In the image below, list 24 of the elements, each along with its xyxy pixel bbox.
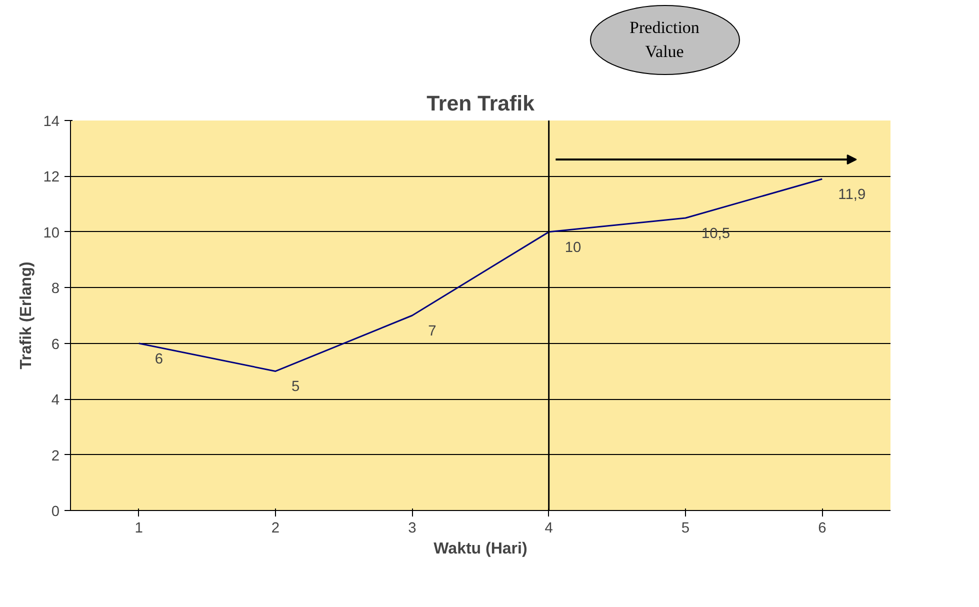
y-tick-label: 0 <box>51 504 60 520</box>
y-tick-label: 8 <box>51 281 60 298</box>
data-label: 6 <box>154 351 163 368</box>
data-label: 7 <box>428 324 436 340</box>
y-tick-label: 14 <box>43 114 60 130</box>
data-label: 11,9 <box>838 187 866 203</box>
x-tick-label: 3 <box>408 520 416 536</box>
data-label: 5 <box>292 379 300 396</box>
y-tick-label: 10 <box>43 225 60 242</box>
x-tick-label: 2 <box>271 520 280 536</box>
y-tick-label: 2 <box>51 448 60 464</box>
text: Prediction Value <box>628 16 700 63</box>
y-tick-label: 4 <box>51 392 60 409</box>
data-label: 10 <box>564 240 582 256</box>
y-axis-title: Trafik (Erlang) <box>18 262 36 370</box>
y-tick-label: 12 <box>43 170 60 186</box>
line-series <box>138 178 823 372</box>
x-axis-title: Waktu (Hari) <box>434 540 528 558</box>
x-tick-label: 4 <box>544 520 553 536</box>
chart-title: Tren Trafik <box>426 92 535 116</box>
x-tick-label: 6 <box>818 520 826 536</box>
x-tick-label: 1 <box>134 520 143 536</box>
y-tick-label: 6 <box>51 336 60 353</box>
x-tick-label: 5 <box>681 520 690 536</box>
